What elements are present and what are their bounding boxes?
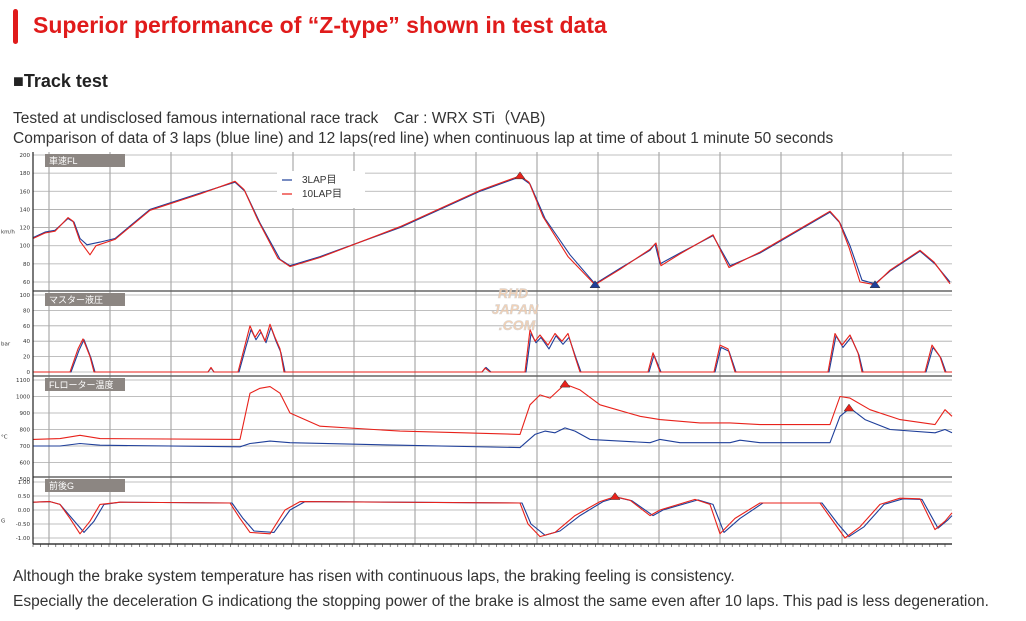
footer-line-2: Especially the deceleration G indication… [13,593,989,610]
y-tick-label: 0 [27,370,31,376]
y-tick-label: 900 [20,411,31,417]
track-test-chart: 2001801601401201008060km/h車速FL1008060402… [1,152,953,547]
y-tick-label: 60 [23,324,30,330]
peak-marker-icon [514,171,526,180]
series-line-10lap [32,175,951,286]
series-line-10lap [32,496,953,539]
legend-label: 3LAP目 [302,175,336,186]
panel-label-box [45,378,125,391]
y-tick-label: 60 [23,280,30,286]
y-tick-label: 100 [20,293,31,299]
peak-marker-icon [843,403,855,412]
intro-line-2: Comparison of data of 3 laps (blue line)… [13,130,834,147]
y-unit-label: °C [1,435,8,441]
peak-marker-icon [869,280,881,288]
panel-label-box [45,479,125,492]
y-unit-label: G [1,519,5,525]
y-tick-label: 20 [23,355,30,361]
panel-label: マスター液圧 [49,294,103,305]
panel-label-box [45,293,125,306]
y-tick-label: 40 [23,339,30,345]
panel-label: FLローター温度 [49,379,114,390]
page-title: Superior performance of “Z-type” shown i… [33,12,607,38]
y-tick-label: 100 [20,244,31,250]
panel-label-box [45,154,125,167]
y-tick-label: 200 [20,153,31,159]
section-heading: ■Track test [13,71,108,91]
peak-marker-icon [559,379,571,388]
y-tick-label: 0.00 [18,508,31,514]
watermark-logo: JAPAN [492,301,539,317]
peak-marker-icon [609,492,621,500]
y-tick-label: 80 [23,262,30,268]
y-unit-label: km/h [1,230,15,236]
chart-background [12,152,953,544]
y-tick-label: 140 [20,207,31,213]
watermark-logo: RHD [498,285,528,301]
footer-line-1: Although the brake system temperature ha… [13,568,735,585]
y-tick-label: 160 [20,189,31,195]
y-tick-label: -0.50 [16,522,31,528]
legend-label: 10LAP目 [302,189,342,200]
y-tick-label: 1100 [16,378,30,384]
y-tick-label: 180 [20,171,31,177]
y-tick-label: -1.00 [16,536,31,542]
panel-label: 前後G [49,480,74,491]
intro-line-1: Tested at undisclosed famous internation… [13,110,546,127]
y-tick-label: 80 [23,308,30,314]
series-line-10lap [32,383,953,440]
y-tick-label: 1.00 [18,480,31,486]
panel-label: 車速FL [49,155,78,166]
legend-box [277,171,365,208]
y-tick-label: 800 [20,428,31,434]
peak-marker-icon [589,280,601,288]
y-unit-label: bar [1,342,11,348]
y-tick-label: 500 [20,477,31,483]
series-line-10lap [33,323,952,373]
y-tick-label: 120 [20,226,31,232]
watermark-logo: .COM [499,317,536,333]
y-tick-label: 1000 [16,395,30,401]
y-tick-label: 600 [20,461,31,467]
y-tick-label: 700 [20,444,31,450]
y-tick-label: 0.50 [18,494,31,500]
title-accent-bar [13,9,18,44]
